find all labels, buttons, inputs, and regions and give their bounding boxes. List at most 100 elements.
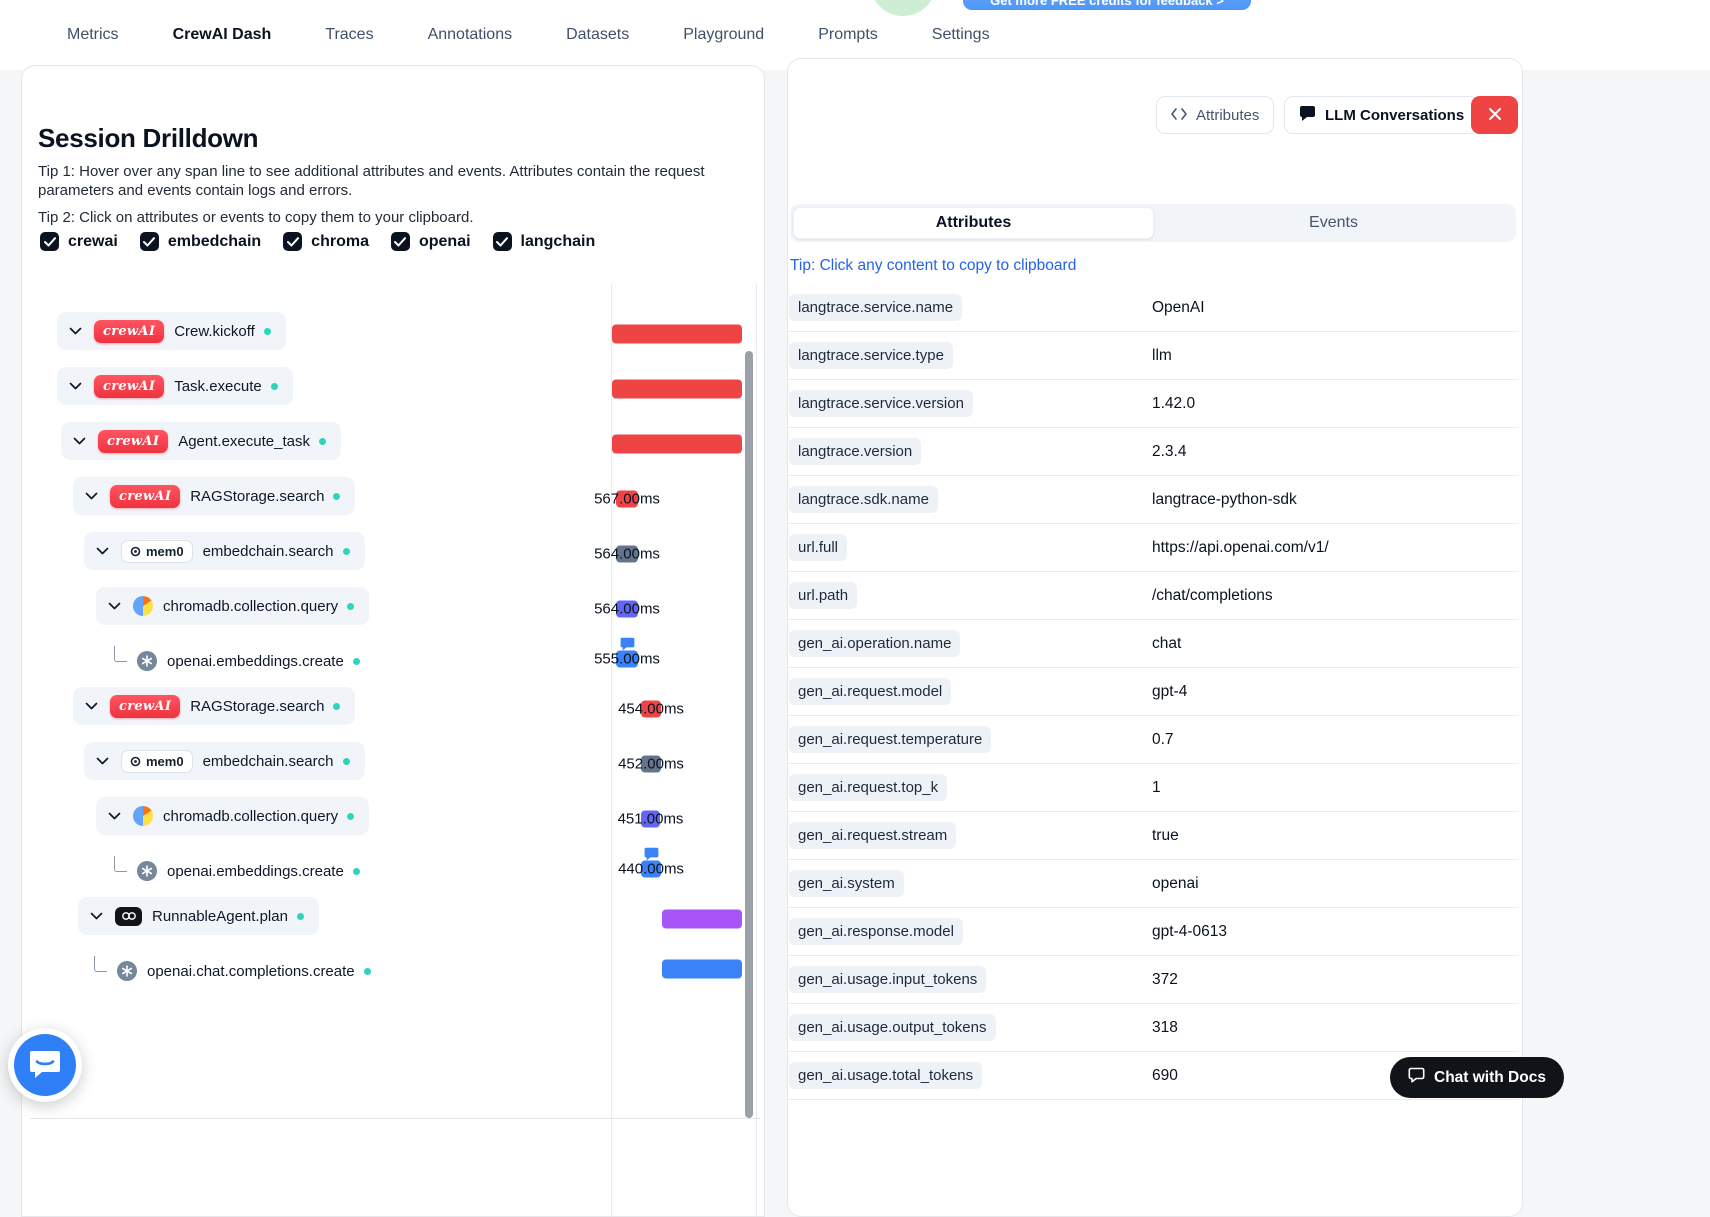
nav-tab[interactable]: Traces — [321, 0, 377, 70]
vendor-filter-checkbox[interactable]: chroma — [283, 232, 369, 251]
span-label[interactable]: mem0 embedchain.search — [84, 742, 365, 780]
nav-tab[interactable]: Prompts — [814, 0, 882, 70]
attribute-value[interactable]: 690 — [1152, 1066, 1178, 1084]
span-row[interactable]: crewAI Agent.execute_task — [22, 416, 764, 471]
attribute-value[interactable]: llm — [1152, 346, 1172, 364]
attribute-key[interactable]: gen_ai.usage.input_tokens — [789, 966, 987, 993]
attribute-key[interactable]: gen_ai.usage.total_tokens — [789, 1062, 983, 1089]
attributes-toolbar-button[interactable]: Attributes — [1156, 96, 1275, 134]
attribute-value[interactable]: langtrace-python-sdk — [1152, 490, 1297, 508]
span-row[interactable]: crewAI RAGStorage.search 567.00ms — [22, 471, 764, 526]
span-row[interactable]: crewAI Task.execute — [22, 361, 764, 416]
span-row[interactable]: RunnableAgent.plan — [22, 891, 764, 946]
attribute-key[interactable]: langtrace.sdk.name — [789, 486, 938, 513]
attribute-value[interactable]: chat — [1152, 634, 1182, 652]
vendor-filter-checkbox[interactable]: embedchain — [139, 232, 261, 251]
chevron-down-icon[interactable] — [96, 757, 109, 765]
attribute-value[interactable]: true — [1152, 826, 1179, 844]
chevron-down-icon[interactable] — [69, 327, 82, 335]
attribute-key[interactable]: gen_ai.system — [789, 870, 904, 897]
span-label[interactable]: mem0 embedchain.search — [84, 532, 365, 570]
span-label[interactable]: openai.embeddings.create — [108, 642, 360, 680]
span-row[interactable]: mem0 embedchain.search 564.00ms — [22, 526, 764, 581]
get-credits-button[interactable]: Get more FREE credits for feedback > — [963, 0, 1251, 10]
nav-tab[interactable]: Annotations — [424, 0, 517, 70]
span-row[interactable]: chromadb.collection.query 451.00ms — [22, 791, 764, 846]
span-label[interactable]: openai.chat.completions.create — [88, 952, 371, 990]
attribute-value[interactable]: /chat/completions — [1152, 586, 1273, 604]
attribute-key[interactable]: gen_ai.request.model — [789, 678, 952, 705]
nav-tab[interactable]: Playground — [679, 0, 768, 70]
attribute-value[interactable]: OpenAI — [1152, 298, 1205, 316]
attribute-value[interactable]: 372 — [1152, 970, 1178, 988]
span-row[interactable]: crewAI Crew.kickoff — [22, 306, 764, 361]
span-label[interactable]: crewAI Crew.kickoff — [57, 312, 286, 350]
nav-tab[interactable]: Settings — [928, 0, 994, 70]
attribute-value[interactable]: openai — [1152, 874, 1199, 892]
llm-span-bubble-icon[interactable] — [620, 637, 635, 651]
span-label[interactable]: RunnableAgent.plan — [78, 897, 319, 935]
panel-tab[interactable]: Attributes — [793, 207, 1154, 239]
span-duration-bar[interactable] — [641, 810, 660, 827]
span-row[interactable]: openai.chat.completions.create — [22, 946, 764, 991]
span-duration-bar[interactable] — [616, 545, 638, 562]
chevron-down-icon[interactable] — [108, 602, 121, 610]
span-row[interactable]: crewAI RAGStorage.search 454.00ms — [22, 681, 764, 736]
attribute-key[interactable]: langtrace.service.version — [789, 390, 973, 417]
close-panel-button[interactable] — [1471, 96, 1518, 134]
panel-tab[interactable]: Events — [1154, 207, 1513, 239]
llm-span-bubble-icon[interactable] — [644, 847, 659, 861]
span-label[interactable]: chromadb.collection.query — [96, 587, 370, 625]
attribute-key[interactable]: gen_ai.response.model — [789, 918, 963, 945]
attribute-value[interactable]: gpt-4-0613 — [1152, 922, 1227, 940]
span-label[interactable]: crewAI RAGStorage.search — [73, 477, 356, 515]
support-chat-widget[interactable] — [8, 1028, 82, 1102]
horizontal-scroll-track[interactable] — [30, 1118, 760, 1119]
llm-conversations-button[interactable]: LLM Conversations — [1284, 96, 1480, 134]
attribute-key[interactable]: gen_ai.request.temperature — [789, 726, 992, 753]
span-duration-bar[interactable] — [662, 959, 742, 978]
attribute-key[interactable]: url.full — [789, 534, 848, 561]
vendor-filter-checkbox[interactable]: crewai — [40, 232, 118, 251]
attribute-value[interactable]: https://api.openai.com/v1/ — [1152, 538, 1329, 556]
attribute-key[interactable]: gen_ai.request.stream — [789, 822, 957, 849]
attribute-value[interactable]: gpt-4 — [1152, 682, 1188, 700]
checkbox-checked-icon[interactable] — [492, 232, 512, 251]
chevron-down-icon[interactable] — [85, 702, 98, 710]
span-duration-bar[interactable] — [612, 434, 742, 453]
span-duration-bar[interactable] — [616, 650, 638, 667]
span-duration-bar[interactable] — [662, 909, 742, 928]
nav-tab[interactable]: CrewAI Dash — [168, 0, 276, 70]
vendor-filter-checkbox[interactable]: langchain — [492, 232, 595, 251]
attribute-key[interactable]: langtrace.version — [789, 438, 922, 465]
checkbox-checked-icon[interactable] — [283, 232, 303, 251]
span-label[interactable]: crewAI Agent.execute_task — [61, 422, 341, 460]
attribute-value[interactable]: 1 — [1152, 778, 1161, 796]
span-duration-bar[interactable] — [641, 860, 661, 877]
chevron-down-icon[interactable] — [90, 912, 103, 920]
checkbox-checked-icon[interactable] — [139, 232, 159, 251]
span-duration-bar[interactable] — [616, 600, 638, 617]
nav-tab[interactable]: Metrics — [63, 0, 123, 70]
span-label[interactable]: openai.embeddings.create — [108, 852, 360, 890]
nav-tab[interactable]: Datasets — [562, 0, 633, 70]
attribute-value[interactable]: 0.7 — [1152, 730, 1174, 748]
span-duration-bar[interactable] — [612, 379, 742, 398]
chevron-down-icon[interactable] — [85, 492, 98, 500]
attribute-key[interactable]: langtrace.service.name — [789, 294, 963, 321]
attribute-value[interactable]: 318 — [1152, 1018, 1178, 1036]
span-row[interactable]: openai.embeddings.create 440.00ms — [22, 846, 764, 891]
vertical-scrollbar-thumb[interactable] — [745, 351, 753, 1118]
chat-with-docs-button[interactable]: Chat with Docs — [1390, 1057, 1564, 1098]
chevron-down-icon[interactable] — [73, 437, 86, 445]
attribute-key[interactable]: gen_ai.request.top_k — [789, 774, 948, 801]
span-duration-bar[interactable] — [641, 700, 661, 717]
attribute-key[interactable]: gen_ai.operation.name — [789, 630, 961, 657]
chevron-down-icon[interactable] — [69, 382, 82, 390]
attribute-key[interactable]: gen_ai.usage.output_tokens — [789, 1014, 996, 1041]
copy-tip-link[interactable]: Tip: Click any content to copy to clipbo… — [790, 257, 1077, 274]
span-row[interactable]: mem0 embedchain.search 452.00ms — [22, 736, 764, 791]
chevron-down-icon[interactable] — [108, 812, 121, 820]
checkbox-checked-icon[interactable] — [40, 232, 59, 251]
span-label[interactable]: chromadb.collection.query — [96, 797, 370, 835]
